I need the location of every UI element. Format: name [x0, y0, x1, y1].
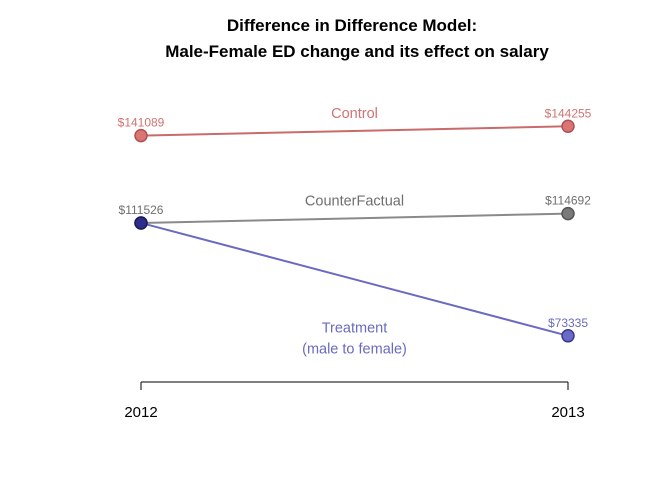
series-2-name-label-line-0: Treatment	[322, 320, 388, 336]
series-lines	[140, 125, 569, 337]
series-1-value-label-1: $114692	[545, 194, 591, 208]
x-axis: 2012 2013	[124, 381, 585, 421]
series-0-point-1	[561, 119, 575, 134]
series-2-point-0	[134, 216, 148, 230]
series-1-point-1	[561, 206, 575, 221]
series-2-value-label-1: $73335	[548, 316, 588, 330]
series-labels: $141089 $144255 $111526 $114692 $73335 Contro…	[118, 106, 592, 357]
x-tick-label-2012: 2012	[124, 404, 157, 421]
series-1-name-label: CounterFactual	[305, 193, 404, 209]
series-1-value-label-0: $111526	[119, 203, 164, 217]
chart-title-line-2: Male-Female ED change and its effect on …	[165, 42, 549, 61]
series-0-point-0	[134, 128, 148, 143]
series-0-value-label-0: $141089	[118, 116, 165, 130]
series-line-1	[140, 212, 569, 224]
series-points	[134, 119, 575, 343]
series-2-name-label-line-1: (male to female)	[302, 341, 407, 357]
series-line-2	[140, 222, 569, 337]
series-line-0	[140, 125, 569, 137]
x-tick-label-2013: 2013	[551, 404, 584, 421]
series-0-name-label: Control	[331, 106, 378, 122]
series-2-point-1	[561, 329, 575, 343]
chart-title-line-1: Difference in Difference Model:	[227, 16, 477, 35]
series-0-value-label-1: $144255	[545, 106, 592, 120]
